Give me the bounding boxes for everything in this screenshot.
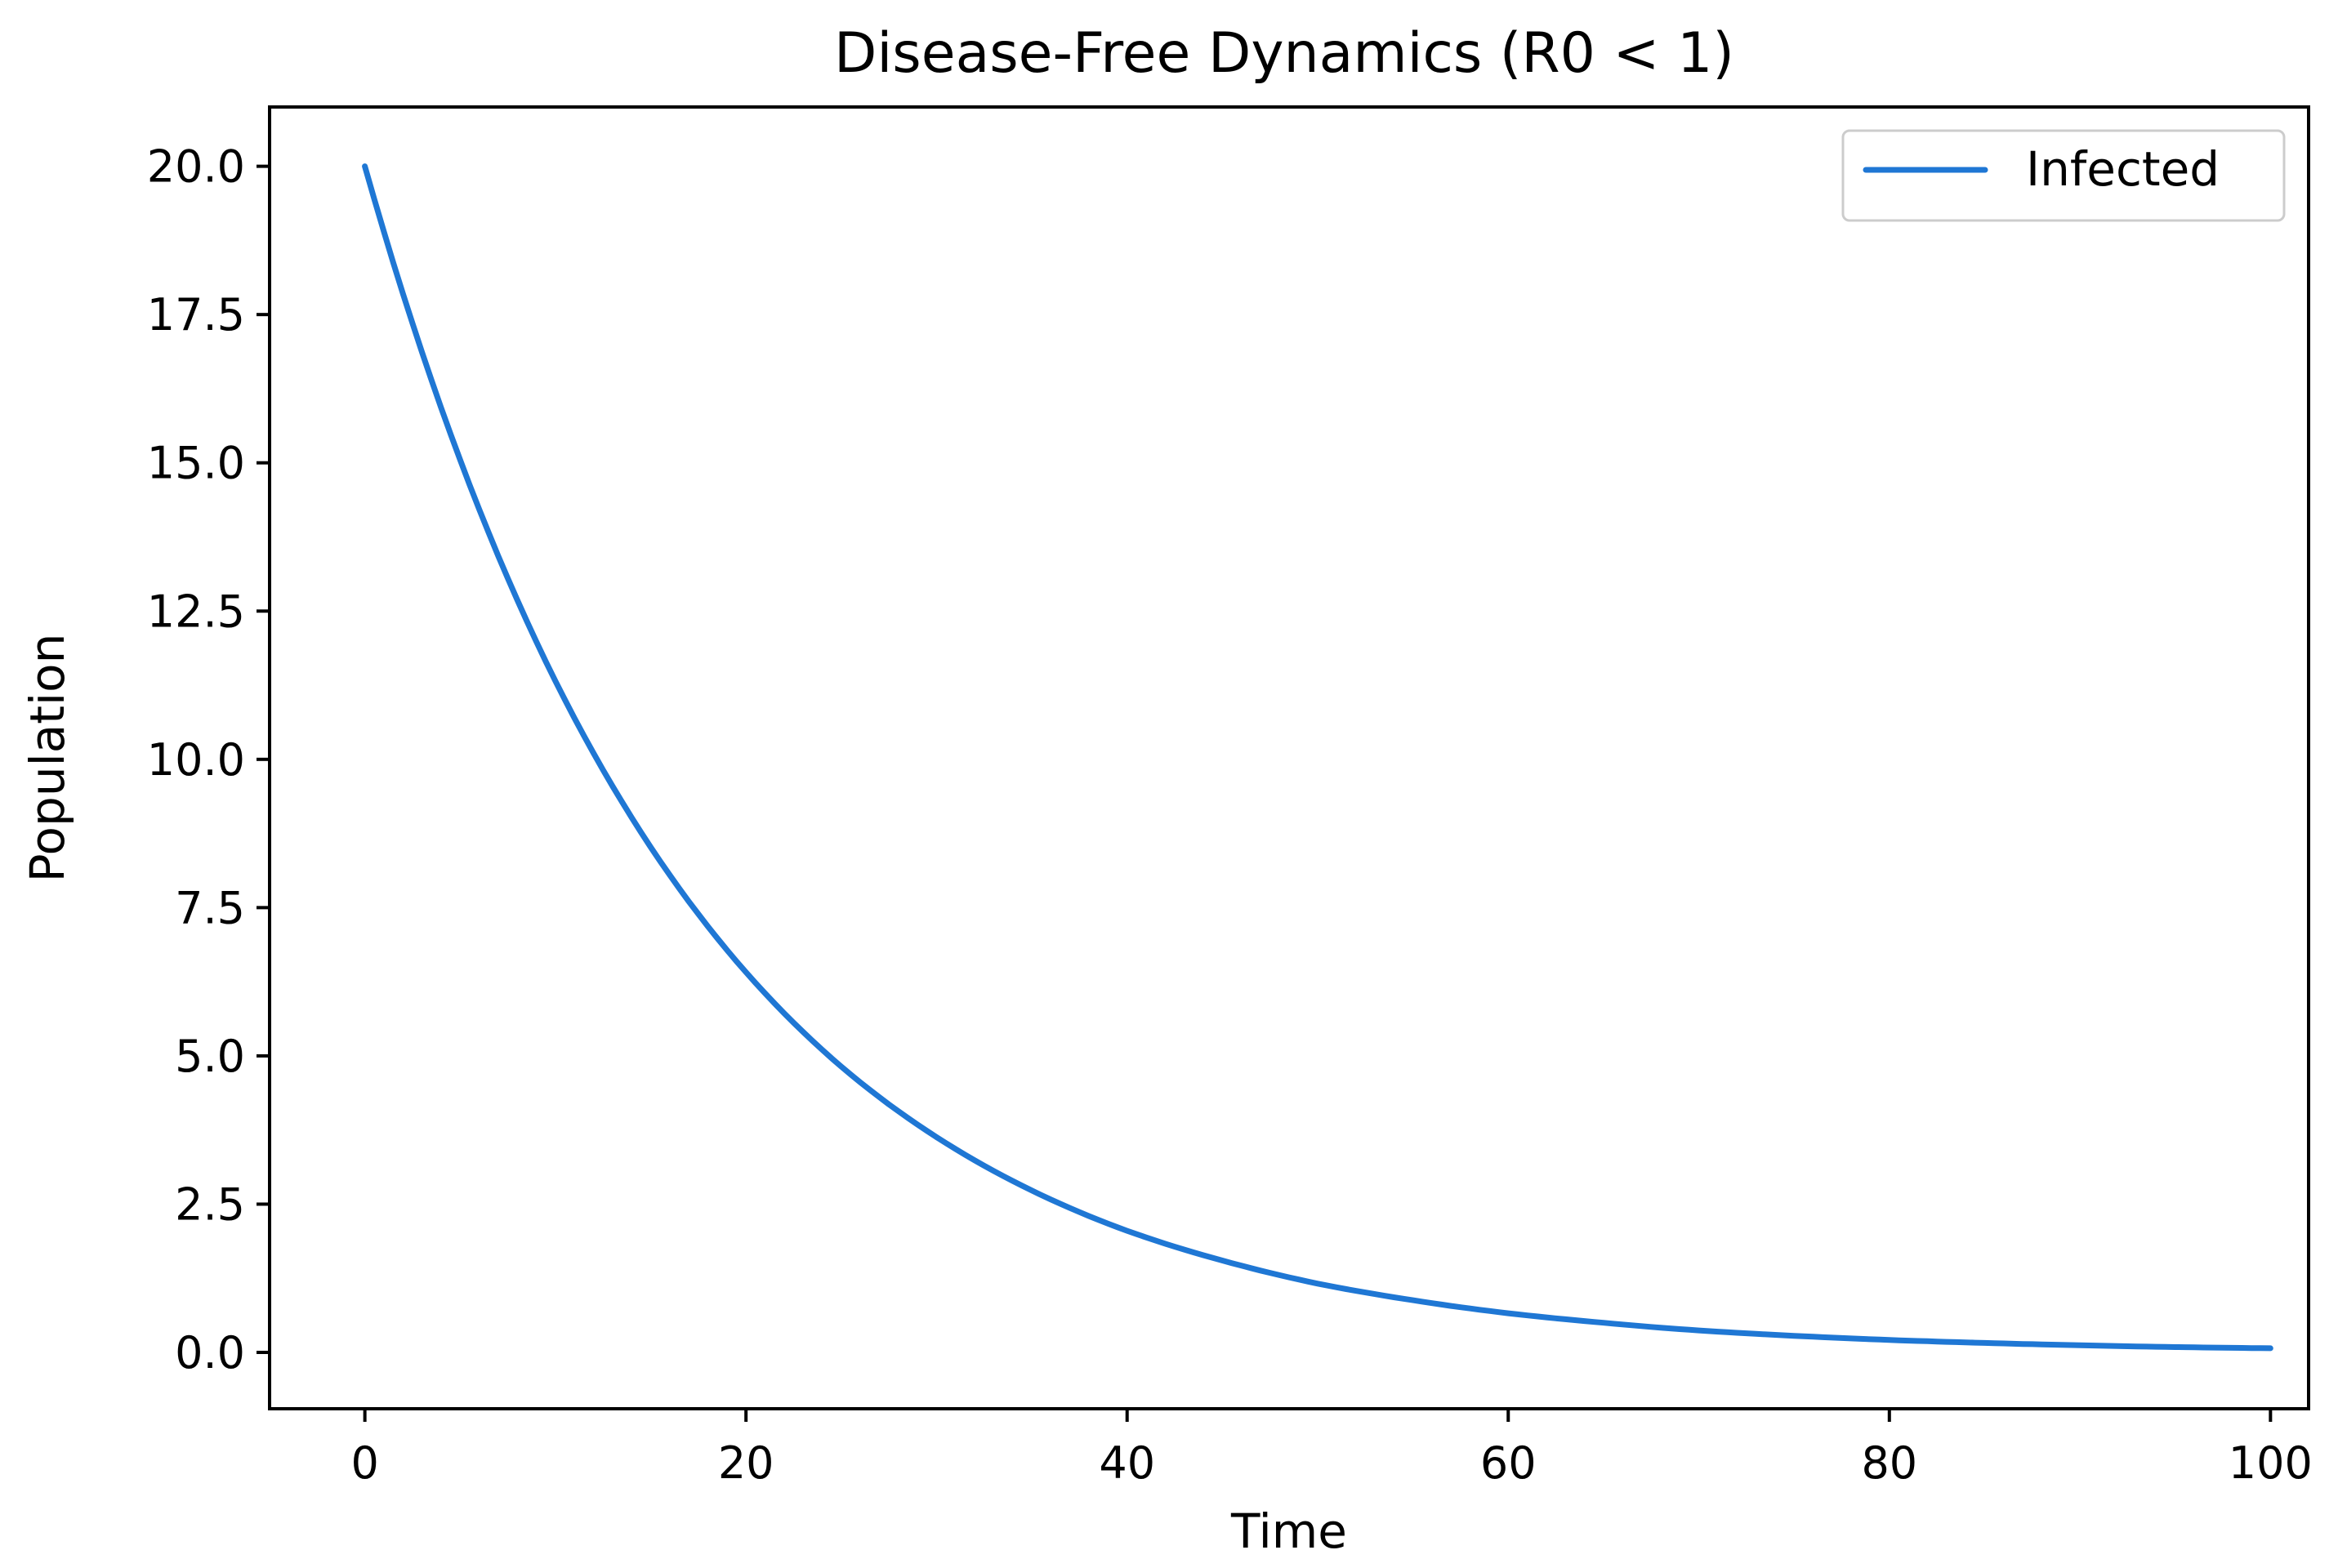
y-tick-label: 20.0: [147, 141, 245, 193]
plot-area-frame: [268, 105, 2310, 1410]
infected-series-line: [362, 163, 2273, 1352]
y-tick-label: 7.5: [175, 882, 245, 933]
y-axis-title: Population: [20, 634, 75, 883]
y-tick-label: 12.5: [147, 586, 245, 637]
legend: Infected: [1841, 129, 2286, 222]
chart-title: Disease-Free Dynamics (R0 < 1): [834, 21, 1734, 86]
x-axis-title: Time: [1230, 1503, 1347, 1559]
x-tick-label: 0: [350, 1437, 378, 1489]
y-tick-label: 10.0: [147, 734, 245, 786]
y-tick-label: 2.5: [175, 1178, 245, 1230]
x-axis: 0 20 40 60 80 100: [350, 1409, 2313, 1489]
legend-label-infected: Infected: [2026, 141, 2220, 197]
x-tick-label: 40: [1099, 1437, 1155, 1489]
x-tick-label: 80: [1861, 1437, 1917, 1489]
y-tick-label: 15.0: [147, 438, 245, 489]
y-tick-label: 17.5: [147, 289, 245, 341]
legend-box: [1841, 129, 2286, 222]
y-tick-label: 5.0: [175, 1031, 245, 1082]
x-tick-label: 20: [718, 1437, 774, 1489]
y-tick-label: 0.0: [175, 1327, 245, 1379]
x-tick-label: 100: [2229, 1437, 2313, 1489]
x-tick-label: 60: [1480, 1437, 1537, 1489]
y-axis: 0.0 2.5 5.0 7.5 10.0 12.5 15.0 17.5 20.0: [147, 141, 270, 1379]
